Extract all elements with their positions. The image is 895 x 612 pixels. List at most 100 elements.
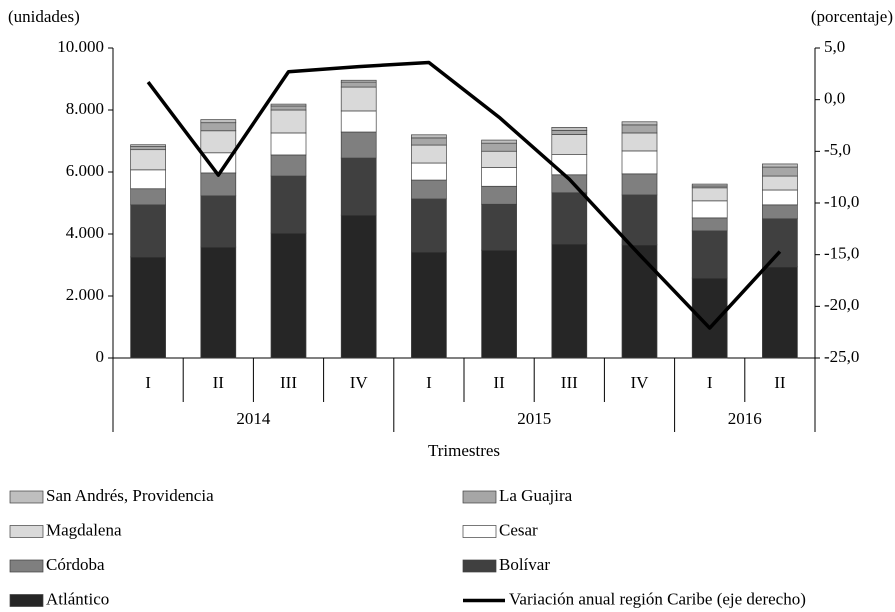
bar-segment: [691, 217, 728, 232]
bar-segment: [551, 130, 588, 135]
bar-segment: [481, 150, 517, 168]
bar-segment: [411, 137, 447, 146]
x-tick-label: III: [561, 373, 578, 392]
legend-label: Atlántico: [46, 589, 109, 608]
y2-tick-label: -5,0: [824, 140, 851, 159]
group-label: 2015: [517, 409, 551, 428]
group-label: 2016: [728, 409, 762, 428]
bar-segment: [691, 200, 728, 219]
y-tick-label: 2.000: [66, 285, 104, 304]
legend-swatch: [462, 525, 497, 538]
legend-label: Magdalena: [46, 520, 122, 539]
bar-segment: [340, 157, 377, 216]
legend-label: La Guajira: [499, 486, 573, 505]
legend-swatch: [9, 559, 44, 573]
bar-segment: [621, 124, 658, 134]
bar-segment: [691, 183, 728, 187]
bar-segment: [340, 131, 377, 159]
y-tick-label: 0: [96, 347, 105, 366]
y2-tick-label: -25,0: [824, 347, 859, 366]
bar-segment: [691, 230, 728, 279]
bar-segment: [130, 144, 166, 147]
bar-segment: [130, 204, 166, 258]
y-tick-label: 10.000: [57, 37, 104, 56]
bar-segment: [551, 127, 588, 131]
line-series: [146, 60, 782, 330]
bar-segment: [762, 189, 798, 206]
bar-segment: [130, 149, 166, 171]
bar-segment: [481, 203, 517, 251]
bar-segment: [130, 188, 166, 206]
bar-segment: [762, 166, 798, 177]
bar-segment: [621, 173, 658, 196]
legend-swatch: [9, 594, 44, 607]
bar-segment: [270, 154, 307, 177]
x-tick-label: II: [213, 373, 225, 392]
y-tick-label: 4.000: [66, 223, 104, 242]
legend-swatch: [9, 490, 44, 504]
bar-segment: [340, 110, 377, 133]
bar-segment: [481, 142, 517, 152]
x-tick-label: I: [145, 373, 151, 392]
bar-segment: [621, 150, 658, 175]
bar-segment: [270, 103, 307, 107]
bar-segment: [411, 179, 447, 200]
legend-label: Córdoba: [46, 555, 105, 574]
x-tick-label: IV: [350, 373, 369, 392]
x-tick-label: II: [493, 373, 505, 392]
y2-tick-label: 0,0: [824, 89, 845, 108]
y2-axis-label: (porcentaje): [811, 7, 893, 26]
legend-label: San Andrés, Providencia: [46, 486, 214, 505]
bar-segment: [270, 132, 307, 156]
bar-segment: [551, 134, 588, 155]
bar-segment: [411, 198, 447, 253]
x-tick-label: IV: [631, 373, 650, 392]
group-label: 2014: [236, 409, 271, 428]
bar-segment: [200, 119, 237, 124]
y-tick-label: 6.000: [66, 161, 104, 180]
bar-segment: [340, 79, 377, 83]
legend-swatch: [462, 559, 497, 573]
x-tick-label: II: [774, 373, 786, 392]
bar-segment: [130, 169, 166, 190]
x-tick-label: I: [426, 373, 432, 392]
bar-segment: [481, 185, 517, 205]
bar-segment: [340, 81, 377, 88]
bar-segment: [621, 121, 658, 126]
bar-segment: [762, 204, 798, 220]
legend-label: Bolívar: [499, 555, 550, 574]
y2-tick-label: 5,0: [824, 37, 845, 56]
bar-segment: [340, 86, 377, 112]
bar-segment: [200, 246, 237, 359]
bar-segment: [551, 154, 588, 176]
y-axis-label: (unidades): [8, 7, 80, 26]
y2-tick-label: -10,0: [824, 192, 859, 211]
bar-segment: [340, 214, 377, 359]
bar-segment: [762, 266, 798, 359]
bar-segment: [481, 167, 517, 187]
legend-swatch: [9, 525, 44, 538]
bar-segment: [691, 277, 728, 359]
legend-swatch: [462, 490, 497, 504]
bar-segment: [411, 162, 447, 181]
bar-segment: [200, 130, 237, 154]
bar-segment: [621, 244, 658, 359]
bar-segment: [481, 139, 517, 144]
bar-segment: [762, 163, 798, 168]
bar-segment: [691, 187, 728, 202]
legend-label: Cesar: [499, 520, 538, 539]
bar-segment: [551, 192, 588, 245]
y2-tick-label: -15,0: [824, 244, 859, 263]
bar-segment: [130, 256, 166, 359]
bar-segment: [481, 249, 517, 359]
bar-segment: [270, 175, 307, 234]
bar-segment: [200, 122, 237, 132]
x-tick-label: I: [707, 373, 713, 392]
bar-segment: [621, 132, 658, 152]
bar-segment: [621, 194, 658, 246]
x-axis-label: Trimestres: [428, 441, 500, 460]
bar-segment: [411, 134, 447, 139]
bar-segment: [200, 195, 237, 248]
x-tick-label: III: [280, 373, 297, 392]
